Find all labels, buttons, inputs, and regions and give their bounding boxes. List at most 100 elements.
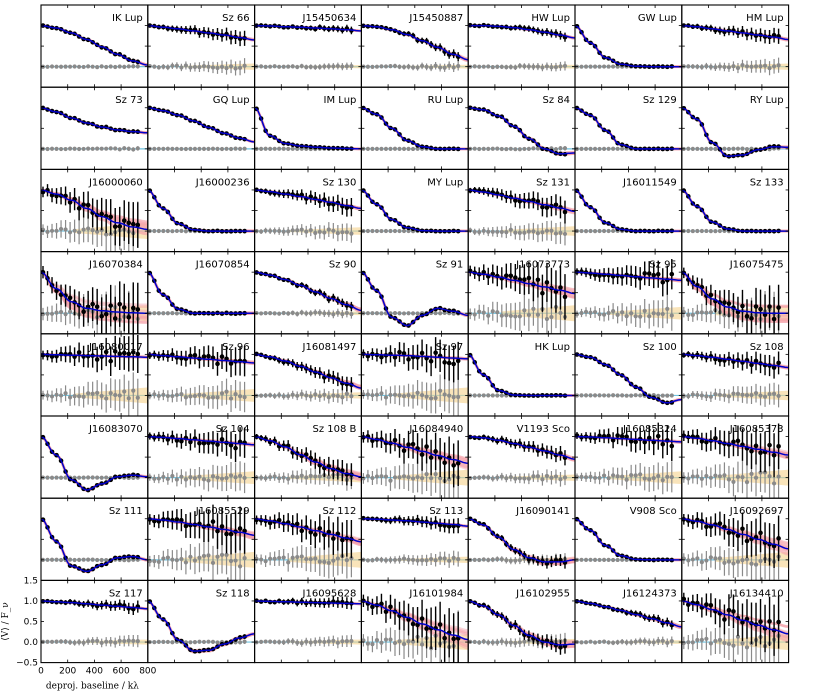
imag-point (424, 471, 429, 477)
imag-point (156, 393, 161, 399)
posterior-sample (575, 188, 682, 233)
imag-point (299, 554, 304, 559)
imag-point (753, 562, 759, 567)
panel-label: Sz 100 (643, 342, 677, 353)
real-point (397, 349, 402, 355)
imag-point (495, 557, 500, 562)
real-point (655, 433, 661, 439)
panel-label: Sz 131 (536, 177, 570, 188)
real-point (219, 524, 225, 529)
imag-point (122, 558, 127, 563)
imag-point (695, 228, 700, 234)
imag-point (237, 564, 243, 569)
real-point (406, 442, 411, 447)
imag-point (54, 392, 59, 397)
panel: HM Lup (681, 4, 790, 88)
panel-label: RU Lup (428, 95, 464, 106)
imag-point (606, 228, 611, 234)
imag-point (695, 146, 700, 151)
imag-point (615, 312, 620, 317)
imag-point (81, 227, 86, 232)
panel-plot-area (468, 261, 576, 334)
imag-point (513, 65, 518, 70)
posterior-sample (254, 106, 362, 151)
panel-label: J16000060 (88, 177, 143, 188)
model-curve (147, 271, 255, 315)
posterior-sample (361, 188, 469, 233)
imag-point (558, 477, 563, 482)
real-point (135, 351, 141, 357)
imag-point (90, 475, 95, 480)
model-curve (575, 189, 682, 232)
imag-point (544, 316, 550, 322)
real-point (317, 526, 323, 531)
posterior-sample (575, 517, 682, 562)
imag-point (215, 146, 220, 151)
imag-point (299, 227, 304, 232)
imag-point (233, 146, 238, 151)
real-point (108, 358, 114, 364)
real-point (619, 433, 625, 439)
imag-point (486, 146, 491, 151)
imag-point (762, 394, 768, 399)
imag-point (117, 147, 122, 152)
imag-point (749, 64, 754, 69)
imag-point (277, 476, 282, 481)
imag-point (63, 146, 68, 152)
imag-point (86, 557, 91, 562)
imag-point (374, 228, 380, 234)
real-point (744, 313, 750, 319)
imag-point (656, 311, 661, 316)
imag-point (669, 313, 674, 318)
imag-point (740, 392, 745, 397)
imag-point (499, 64, 504, 69)
imag-point (108, 64, 113, 69)
imag-point (713, 229, 718, 234)
panel-plot-area (41, 517, 148, 574)
imag-point (731, 479, 736, 485)
imag-point (233, 475, 238, 480)
imag-point (740, 146, 745, 151)
model-curve (681, 24, 789, 41)
imag-point (504, 146, 509, 152)
imag-point (442, 556, 447, 561)
real-point (562, 209, 568, 215)
imag-point (268, 393, 273, 398)
panel-label: J16083070 (88, 424, 143, 435)
panel-plot-area (361, 188, 469, 234)
imag-point (740, 558, 745, 563)
imag-point (410, 65, 416, 70)
imag-point (281, 146, 286, 151)
imag-point (174, 228, 179, 234)
imag-point (281, 555, 286, 560)
imag-point (517, 314, 522, 319)
imag-point (486, 557, 491, 563)
imag-point (374, 557, 380, 562)
real-point (776, 536, 781, 541)
real-point (660, 441, 666, 447)
imag-point (601, 64, 607, 69)
imag-point (174, 146, 179, 151)
imag-point (192, 476, 198, 481)
posterior-sample (575, 24, 682, 69)
panel-label: Sz 73 (115, 95, 143, 106)
model-curve (468, 24, 576, 39)
panel-label: Sz 113 (429, 506, 463, 517)
panel-label: Sz 91 (436, 260, 464, 271)
real-point (451, 361, 456, 367)
imag-point (228, 473, 234, 478)
panel: HK Lup (467, 333, 576, 417)
real-point (233, 445, 238, 451)
imag-point (535, 146, 541, 151)
imag-point (704, 558, 709, 563)
imag-point (438, 388, 443, 393)
imag-point (753, 391, 759, 396)
imag-point (286, 393, 291, 399)
imag-point (201, 553, 207, 559)
imag-point (606, 476, 611, 481)
imag-point (597, 64, 602, 69)
imag-point (340, 230, 345, 235)
posterior-sample (361, 271, 469, 327)
imag-point (526, 146, 531, 151)
